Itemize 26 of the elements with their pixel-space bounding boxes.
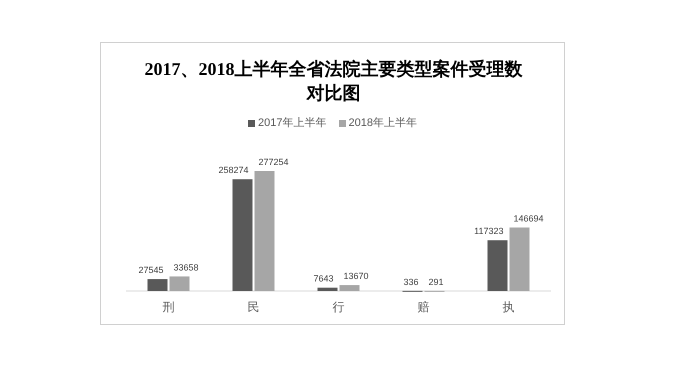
- bar: [232, 179, 252, 291]
- x-tick-label: 赔: [418, 300, 430, 314]
- data-label: 277254: [258, 157, 289, 167]
- data-label: 7643: [313, 274, 334, 284]
- bar: [170, 276, 190, 291]
- data-label: 117323: [474, 226, 504, 236]
- bar: [318, 288, 338, 291]
- x-tick-label: 民: [248, 300, 260, 314]
- legend-label: 2018年上半年: [348, 116, 417, 130]
- data-label: 13670: [344, 271, 369, 282]
- bar: [148, 279, 168, 291]
- bar: [340, 285, 360, 291]
- x-tick-label: 执: [502, 300, 514, 314]
- x-tick-label: 刑: [162, 300, 174, 314]
- data-label: 291: [428, 276, 444, 287]
- chart-title: 2017、2018上半年全省法院主要类型案件受理数对比图: [144, 58, 524, 105]
- bar: [488, 240, 508, 291]
- legend-label: 2017年上半年: [257, 116, 326, 130]
- data-label: 258274: [218, 165, 248, 176]
- bar: [254, 171, 274, 291]
- x-tick-label: 行: [332, 300, 344, 314]
- data-label: 336: [403, 276, 418, 287]
- data-label: 146694: [514, 214, 544, 224]
- data-label: 27545: [138, 265, 164, 276]
- data-label: 33658: [174, 262, 199, 272]
- bar: [510, 228, 530, 291]
